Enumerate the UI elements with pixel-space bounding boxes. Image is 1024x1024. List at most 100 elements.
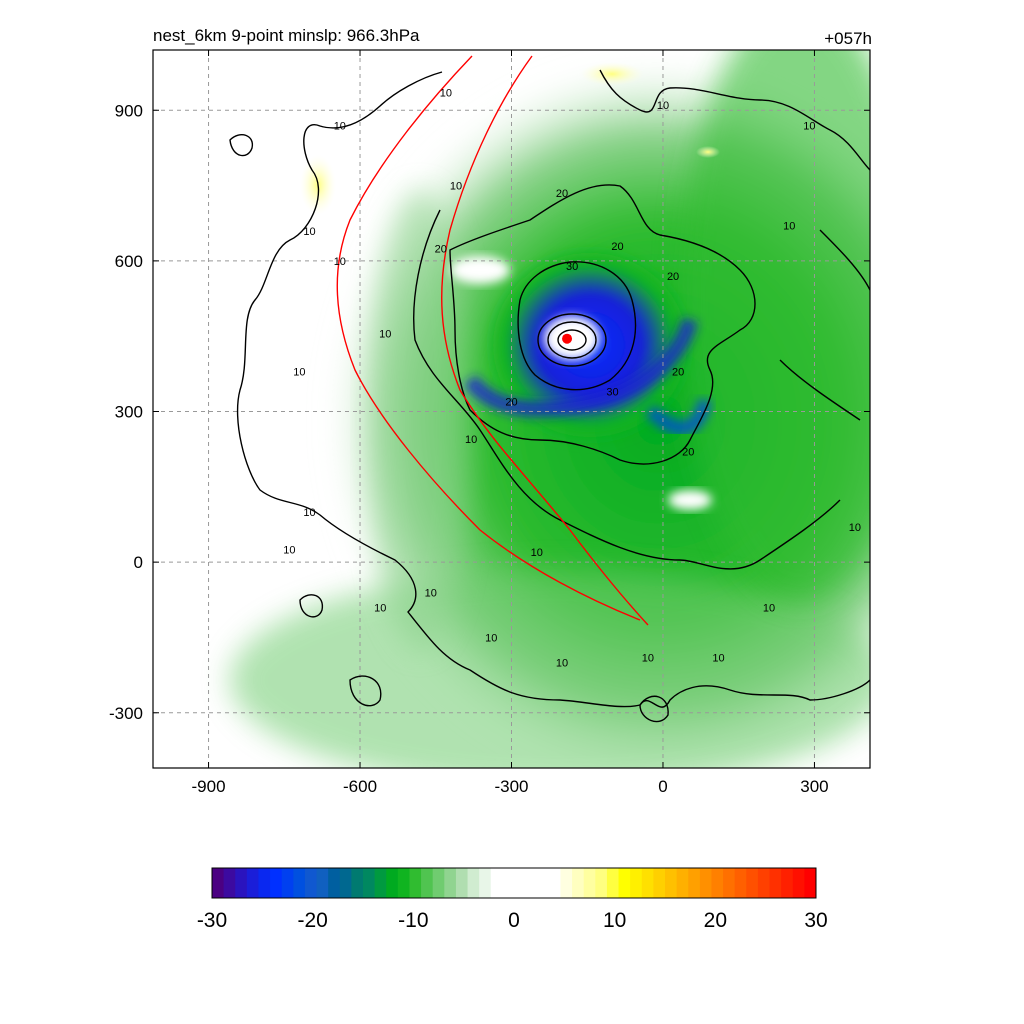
x-tick-label: -600 <box>343 777 377 796</box>
contour-east-10 <box>779 229 870 421</box>
colorbar-swatch <box>676 868 689 898</box>
colorbar-swatch <box>792 868 805 898</box>
colorbar-swatch <box>688 868 701 898</box>
track-lines <box>336 55 649 626</box>
colorbar-tick-label: -10 <box>398 909 428 932</box>
colorbar <box>211 867 817 899</box>
field-yellow-1 <box>580 62 644 86</box>
contour-label: 10 <box>425 587 437 599</box>
contour-label: 10 <box>763 602 775 614</box>
contour-label: 10 <box>334 120 346 132</box>
colorbar-swatch <box>351 868 364 898</box>
colorbar-swatch <box>490 868 503 898</box>
colorbar-swatch <box>304 868 318 898</box>
colorbar-swatch <box>618 868 631 898</box>
contour-label: 10 <box>379 329 391 341</box>
contour-label: 10 <box>450 181 462 193</box>
contour-outer-10 <box>236 71 870 708</box>
contour-label: 10 <box>531 547 543 559</box>
colorbar-swatch <box>479 868 492 898</box>
contour-label: 10 <box>485 632 497 644</box>
colorbar-swatch <box>781 868 794 898</box>
field-east <box>680 50 870 600</box>
field-south <box>230 570 870 768</box>
contour-north-10 <box>599 69 870 171</box>
colorbar-tick-label: -20 <box>297 909 327 932</box>
time-label: +057h <box>824 29 872 48</box>
contour-label: 10 <box>849 522 861 534</box>
y-axis: -300 0 300 600 900 <box>109 101 870 723</box>
colorbar-swatch <box>339 868 352 898</box>
colorbar-swatch <box>409 868 422 898</box>
colorbar-swatch <box>432 868 445 898</box>
contour-eye-3 <box>557 329 587 351</box>
colorbar-tick-label: 10 <box>603 909 626 932</box>
colorbar-tick-labels: -30 -20 -10 0 10 20 30 <box>197 909 828 932</box>
contour-labels: 10 10 10 10 10 10 10 20 20 20 30 20 30 20 20 20 10 10 10 10… <box>283 88 861 670</box>
field-spiral-band-2 <box>645 398 712 436</box>
colorbar-swatch <box>363 868 376 898</box>
colorbar-swatch <box>606 868 620 898</box>
contour-label: 10 <box>556 658 568 670</box>
contour-30 <box>517 261 637 391</box>
contour-label: 20 <box>611 241 623 253</box>
contour-label: 10 <box>374 602 386 614</box>
colorbar-swatch <box>455 868 469 898</box>
wind-field <box>230 50 870 768</box>
contour-label: 10 <box>440 88 452 100</box>
contour-label: 10 <box>293 366 305 378</box>
contour-blob-2 <box>299 594 324 618</box>
colorbar-swatch <box>502 868 515 898</box>
contour-label: 20 <box>505 396 517 408</box>
colorbar-tick-label: 20 <box>704 909 727 932</box>
x-tick-label: 300 <box>800 777 828 796</box>
colorbar-swatch <box>235 868 248 898</box>
colorbar-frame <box>211 867 817 899</box>
contour-label: 10 <box>303 226 315 238</box>
contour-label: 10 <box>303 507 315 519</box>
colorbar-swatch <box>270 868 283 898</box>
track-east <box>441 55 649 626</box>
contour-blob-3 <box>349 675 382 707</box>
colorbar-swatch <box>665 868 678 898</box>
field-eye <box>544 316 600 360</box>
colorbar-swatch <box>583 868 596 898</box>
field-gap-1 <box>450 256 510 284</box>
field-spiral-band <box>463 317 698 417</box>
colorbar-swatch <box>560 868 573 898</box>
x-tick-label: 0 <box>658 777 667 796</box>
colorbar-swatch <box>769 868 782 898</box>
colorbar-swatch <box>595 868 608 898</box>
colorbar-swatch <box>757 868 771 898</box>
colorbar-swatch <box>548 868 561 898</box>
y-tick-label: 0 <box>134 553 143 572</box>
colorbar-swatch <box>281 868 294 898</box>
contour-label: 20 <box>556 188 568 200</box>
y-tick-label: -300 <box>109 704 143 723</box>
colorbar-swatch <box>328 868 341 898</box>
y-tick-label: 900 <box>115 101 143 120</box>
contour-label: 10 <box>642 653 654 665</box>
contour-label: 10 <box>803 120 815 132</box>
colorbar-swatch <box>293 868 306 898</box>
colorbar-swatch <box>316 868 329 898</box>
contour-inner-10 <box>413 209 841 570</box>
colorbar-swatch <box>386 868 399 898</box>
colorbar-swatch <box>630 868 643 898</box>
colorbar-swatch <box>212 868 225 898</box>
contour-label: 10 <box>334 256 346 268</box>
colorbar-swatch <box>525 868 538 898</box>
chart-title: nest_6km 9-point minslp: 966.3hPa <box>153 26 420 45</box>
contour-label: 10 <box>657 100 669 112</box>
track-west <box>336 55 641 621</box>
plot-area: 10 10 10 10 10 10 10 20 20 20 30 20 30 20 20 20 10 10 10 10… <box>152 49 871 769</box>
contour-label: 30 <box>606 386 618 398</box>
field-west-band <box>370 190 470 650</box>
colorbar-swatch <box>258 868 271 898</box>
colorbar-swatch <box>444 868 457 898</box>
colorbar-swatch <box>723 868 736 898</box>
colorbar-swatch <box>514 868 527 898</box>
contour-label: 10 <box>283 545 295 557</box>
field-yellow-3 <box>696 146 720 158</box>
colorbar-swatch <box>421 868 434 898</box>
